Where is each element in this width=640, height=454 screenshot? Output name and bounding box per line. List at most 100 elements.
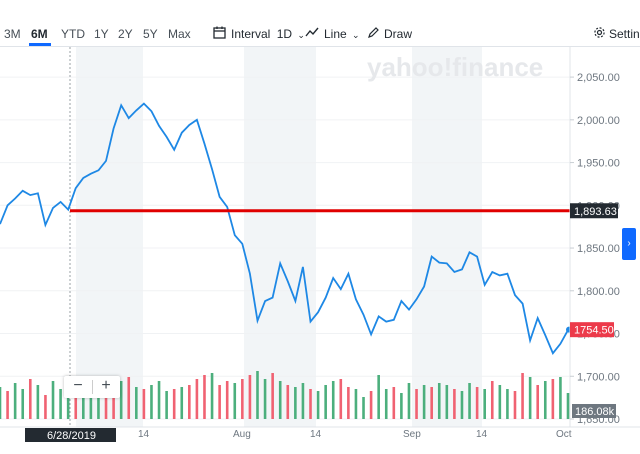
gear-icon [594,27,605,38]
volume-bar [468,383,471,419]
volume-bar [437,383,441,419]
volume-bar [551,379,555,419]
volume-label: 186.08k [572,404,616,418]
chevron-down-icon: ⌄ [352,30,360,40]
price-tick-label: 2,050.00 [577,72,620,84]
price-tick-label: 1,950.00 [577,158,620,170]
price-chart[interactable]: yahoo!finance 2,050.00 2,000.00 1,950.00 1,… [0,47,640,454]
volume-bar [82,393,85,419]
draw-label: Draw [384,27,413,41]
volume-bar [430,387,433,419]
volume-bar [543,381,547,419]
date-label: 14 [476,429,488,440]
volume-bar [6,391,9,419]
ref-price-label: 1,893.63 [570,203,618,219]
volume-bar [44,395,47,419]
volume-bar [233,383,237,419]
volume-bar [89,388,93,419]
volume-bar [172,389,176,419]
volume-bar [294,387,297,419]
price-tick-label: 1,700.00 [577,371,620,383]
volume-bar [301,383,305,419]
chevron-down-icon: ⌄ [297,30,305,40]
volume-bar [127,377,131,419]
volume-bar [559,377,562,419]
pencil-icon [368,27,379,38]
ref-price-text: 1,893.63 [574,206,617,218]
volume-bar [354,389,358,419]
watermark-text: yahoo!finance [367,52,543,82]
volume-bar [0,387,2,419]
price-tick-label: 1,850.00 [577,243,620,255]
volume-bar [248,375,252,419]
volume-bar [407,383,411,419]
volume-bar [369,391,373,419]
active-range-indicator [29,43,51,46]
chart-type-label: Line [324,27,347,41]
price-axis-ticks: 2,050.002,000.001,950.001,900.001,850.00… [570,72,620,426]
volume-bars [0,371,570,419]
zoom-in-button[interactable]: + [101,377,111,394]
range-ytd-button[interactable]: YTD [61,27,85,41]
interval-dropdown[interactable]: Interval 1D ⌄ [213,26,305,41]
volume-bar [13,383,17,419]
price-tick-label: 1,800.00 [577,286,620,298]
crosshair-date-text: 6/28/2019 [47,430,96,442]
price-tick-label: 2,000.00 [577,115,620,127]
volume-bar [59,389,62,419]
volume-bar [483,389,486,419]
settings-label: Settings [609,27,640,41]
range-1y-button[interactable]: 1Y [94,27,109,41]
volume-bar [566,393,570,419]
volume-bar [241,379,244,419]
volume-bar [97,385,100,419]
volume-bar [521,373,524,419]
chevron-right-icon: › [627,238,631,249]
month-band [76,47,143,427]
month-band [244,47,316,427]
volume-bar [135,387,138,419]
expand-panel-tab[interactable]: › [622,228,636,260]
interval-label: Interval [231,27,271,41]
draw-button[interactable]: Draw [367,27,412,41]
volume-bar [74,392,78,419]
zoom-divider [92,380,93,394]
volume-bar [453,389,456,419]
zoom-control: − + [64,376,120,398]
volume-bar [475,387,479,419]
volume-bar [210,373,214,419]
range-6m-button[interactable]: 6M [31,27,48,41]
volume-bar [536,385,540,419]
range-3m-button[interactable]: 3M [4,27,21,41]
month-band [412,47,482,427]
volume-bar [422,385,426,419]
line-chart-icon [305,27,319,37]
date-label: 14 [310,429,322,440]
last-price-label: 1754.50 [570,322,614,338]
volume-bar [180,387,184,419]
volume-bar [218,385,221,419]
last-price-text: 1754.50 [574,325,614,337]
volume-bar [256,371,259,419]
range-max-button[interactable]: Max [168,27,191,41]
volume-bar [415,389,418,419]
volume-bar [324,385,327,419]
volume-bar [225,381,229,419]
range-2y-button[interactable]: 2Y [118,27,133,41]
zoom-out-button[interactable]: − [73,377,83,394]
range-5y-button[interactable]: 5Y [143,27,158,41]
chart-toolbar: 3M 6M YTD 1Y 2Y 5Y Max Interval 1D ⌄ Lin… [0,0,640,46]
volume-bar [400,393,403,419]
volume-bar [36,385,40,419]
volume-bar [142,389,146,419]
chart-type-dropdown[interactable]: Line ⌄ [305,27,360,41]
interval-icon [213,26,226,39]
volume-bar [150,385,153,419]
volume-bar [316,391,320,419]
volume-bar [51,381,55,419]
settings-button[interactable]: Settings [593,27,640,41]
volume-bar [392,387,396,419]
crosshair-date-label: 6/28/2019 [25,428,116,442]
volume-bar [119,381,123,419]
